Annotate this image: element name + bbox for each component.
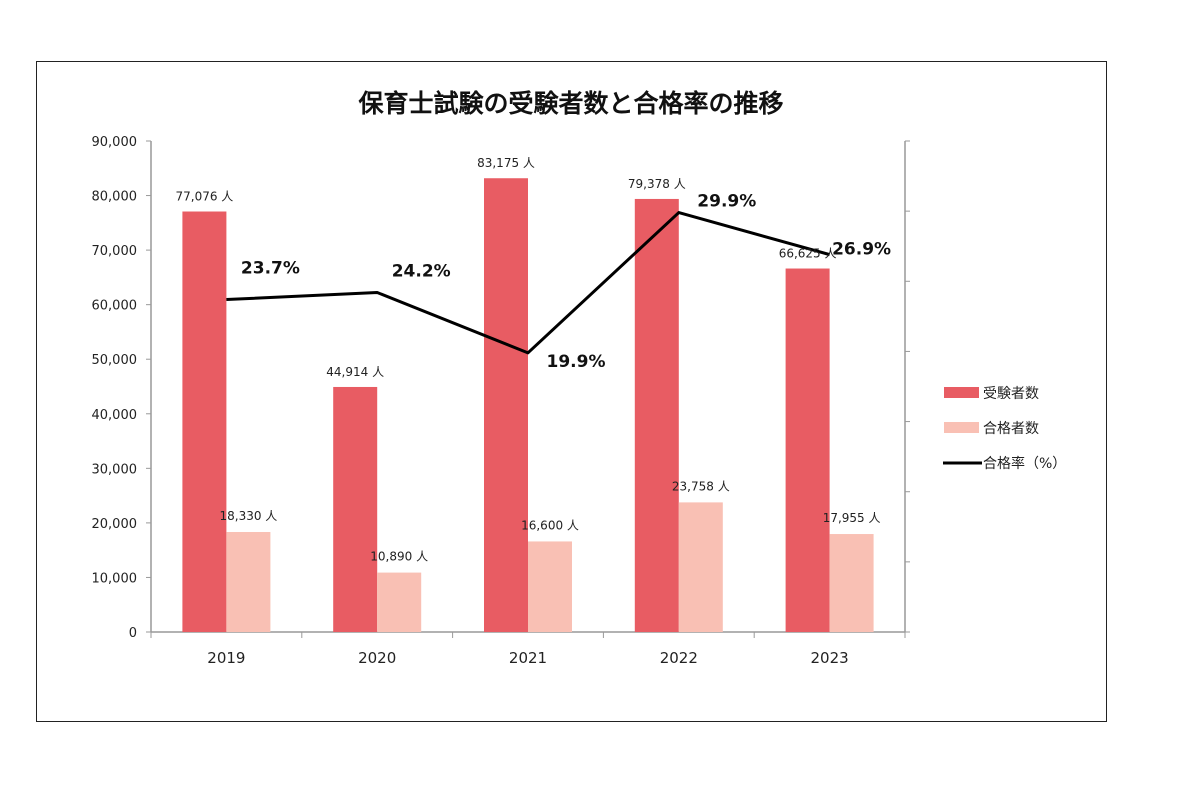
x-axis-tick-label: 2023	[811, 649, 849, 667]
legend-swatch-passers	[944, 422, 979, 433]
chart-title: 保育士試験の受験者数と合格率の推移	[357, 89, 783, 118]
left-axis-tick-label: 80,000	[92, 190, 138, 205]
x-axis-tick-label: 2022	[660, 649, 698, 667]
data-label-examinees: 44,914 人	[326, 365, 384, 379]
bar-2022-passers	[678, 502, 723, 632]
x-axis-tick-label: 2019	[207, 649, 245, 667]
left-axis-tick-label: 50,000	[92, 353, 138, 368]
data-label-pass-rate: 23.7%	[241, 259, 300, 279]
pass-rate-line	[226, 211, 831, 355]
left-axis-tick-label: 20,000	[92, 517, 138, 532]
data-label-passers: 17,955 人	[823, 511, 881, 525]
x-axis-tick-label: 2021	[509, 649, 547, 667]
bar-2023-passers	[829, 534, 874, 632]
legend-label-examinees: 受験者数	[983, 386, 1039, 402]
bar-2020-examinees	[333, 386, 378, 632]
data-label-pass-rate: 24.2%	[392, 262, 451, 282]
bar-2020-passers	[377, 572, 422, 632]
left-axis-tick-label: 40,000	[92, 408, 138, 423]
data-label-examinees: 79,378 人	[628, 177, 686, 191]
bar-2021-passers	[528, 541, 572, 632]
left-axis-tick-label: 90,000	[92, 135, 138, 150]
data-label-pass-rate: 19.9%	[547, 352, 606, 372]
left-axis-tick-label: 0	[129, 626, 137, 641]
bar-2021-examinees	[484, 178, 528, 632]
data-label-passers: 10,890 人	[370, 550, 428, 564]
bar-2019-examinees	[182, 211, 227, 632]
bar-2023-examinees	[785, 268, 830, 632]
bar-2019-passers	[226, 531, 271, 632]
data-label-examinees: 66,625 人	[779, 247, 837, 261]
left-axis-tick-label: 10,000	[92, 571, 138, 586]
data-label-passers: 23,758 人	[672, 479, 730, 493]
left-axis-tick-label: 60,000	[92, 299, 138, 314]
legend-swatch-examinees	[944, 387, 979, 398]
left-axis-tick-label: 30,000	[92, 462, 138, 477]
data-label-examinees: 77,076 人	[175, 190, 233, 204]
data-label-examinees: 83,175 人	[477, 156, 535, 170]
legend-label-pass-rate: 合格率（%）	[983, 455, 1066, 472]
legend-label-passers: 合格者数	[983, 421, 1039, 437]
data-label-passers: 16,600 人	[521, 518, 579, 532]
data-label-passers: 18,330 人	[219, 509, 277, 523]
data-label-pass-rate: 29.9%	[697, 192, 756, 212]
x-axis-tick-label: 2020	[358, 649, 396, 667]
left-axis-tick-label: 70,000	[92, 244, 138, 259]
data-label-pass-rate: 26.9%	[832, 240, 891, 260]
bar-2022-examinees	[634, 198, 679, 632]
